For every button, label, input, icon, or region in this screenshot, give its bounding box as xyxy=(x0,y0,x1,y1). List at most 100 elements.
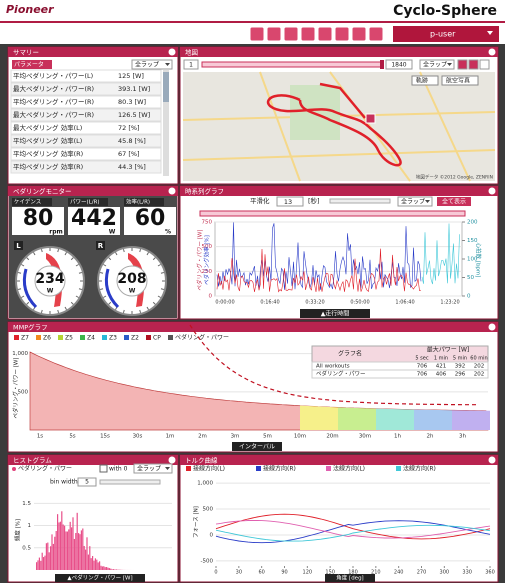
histogram-bar xyxy=(95,558,96,570)
toolbar-button[interactable] xyxy=(284,27,298,41)
legend-label: Z2 xyxy=(131,335,139,342)
metric-label: ケイデンス xyxy=(14,198,41,206)
x-tick-label: 60 xyxy=(258,570,264,576)
y-tick-label: 500 xyxy=(203,507,214,513)
legend-swatch xyxy=(102,335,107,340)
user-name: p-user xyxy=(430,30,456,39)
histogram-bar xyxy=(36,562,37,570)
smoothing-slider[interactable] xyxy=(330,199,390,203)
histogram-bar xyxy=(103,566,104,570)
panel-title: 時系列グラフ xyxy=(185,187,224,196)
y-axis-label: ペダリング効率 [%] xyxy=(203,235,211,285)
histogram-bar xyxy=(43,557,44,570)
histogram-bar xyxy=(60,522,61,570)
slider-track[interactable] xyxy=(202,62,382,67)
panel-close[interactable] xyxy=(489,457,496,464)
toolbar-button[interactable] xyxy=(335,27,349,41)
histogram-bar xyxy=(81,530,82,570)
legend-swatch xyxy=(186,466,191,471)
y-axis-label: ペダリング・パワー [W] xyxy=(196,230,204,291)
y-tick-label: 1.5 xyxy=(22,501,31,507)
histogram-bar xyxy=(84,546,85,570)
start-index: 1 xyxy=(189,62,193,69)
header-rule xyxy=(0,21,505,23)
panel-close[interactable] xyxy=(169,188,176,195)
slider-handle[interactable] xyxy=(380,60,384,69)
legend-swatch xyxy=(256,466,261,471)
summary-value: 126.5 [W] xyxy=(118,111,150,119)
side-badge-text: L xyxy=(16,242,21,250)
zone-band xyxy=(338,407,376,430)
map-button[interactable] xyxy=(458,60,467,69)
table-cell: 706 xyxy=(417,372,428,378)
bin-slider[interactable] xyxy=(100,480,160,484)
histogram-bar xyxy=(68,529,69,570)
toolbar-button[interactable] xyxy=(318,27,332,41)
table-cell: 421 xyxy=(436,364,447,370)
y-tick-label: 750 xyxy=(202,220,213,226)
panel-close[interactable] xyxy=(169,457,176,464)
x-axis-label: ▲ペダリング・パワー [W] xyxy=(67,574,132,582)
scrollbar-thumb[interactable] xyxy=(163,72,169,102)
legend-label: Z4 xyxy=(87,335,95,342)
panel-close[interactable] xyxy=(489,188,496,195)
checkbox-label: with 0 xyxy=(109,466,128,473)
legend-label: Z5 xyxy=(65,335,73,342)
panel-close[interactable] xyxy=(489,324,496,331)
legend-label: 法線方向(L) xyxy=(333,465,365,473)
metric-value: 80 xyxy=(23,206,54,231)
table-cell: 296 xyxy=(455,372,466,378)
product-name: Cyclo-Sphere xyxy=(393,3,497,19)
metric-value: 442 xyxy=(71,206,117,231)
table-header-cell: 最大パワー [W] xyxy=(427,346,470,354)
legend-swatch xyxy=(80,335,85,340)
table-col-label: 5 sec xyxy=(415,356,428,362)
table-col-label: 1 min xyxy=(434,356,448,362)
page: {"header":{"brand":"Pioneer","product":"… xyxy=(0,0,505,583)
zone-band xyxy=(376,409,414,430)
histogram-bar xyxy=(91,558,92,570)
x-tick-label: 300 xyxy=(440,570,450,576)
summary-name: 平均ペダリング 効率(R) xyxy=(13,162,83,171)
summary-name: 平均ペダリング 効率(R) xyxy=(13,149,83,158)
legend-label: Z7 xyxy=(21,335,29,342)
metric-value: 60 xyxy=(135,206,166,231)
checkbox[interactable] xyxy=(100,465,107,472)
legend-label: Z3 xyxy=(109,335,117,342)
map-button[interactable] xyxy=(480,60,489,69)
toolbar-button[interactable] xyxy=(369,27,383,41)
legend-swatch xyxy=(124,335,129,340)
toolbar-button[interactable] xyxy=(301,27,315,41)
toolbar-button[interactable] xyxy=(267,27,281,41)
x-tick-label: 0:00:00 xyxy=(215,300,234,306)
x-tick-label: 2h xyxy=(427,434,434,440)
legend-swatch xyxy=(58,335,63,340)
smoothing-value: 13 xyxy=(284,198,292,206)
x-tick-label: 2m xyxy=(198,434,207,440)
show-all-text: 全て表示 xyxy=(442,198,466,206)
legend-swatch xyxy=(326,466,331,471)
panel-title-bar xyxy=(8,322,498,332)
summary-name: 平均ペダリング・パワー(L) xyxy=(13,71,93,80)
map-button[interactable] xyxy=(469,60,478,69)
y-tick-label: 1 xyxy=(28,523,32,529)
toolbar-button[interactable] xyxy=(352,27,366,41)
range-slider[interactable] xyxy=(200,211,465,216)
metric-unit: W xyxy=(109,229,116,236)
panel-close[interactable] xyxy=(169,49,176,56)
summary-value: 125 [W] xyxy=(118,72,144,80)
x-tick-label: 270 xyxy=(417,570,427,576)
zone-band xyxy=(452,410,490,430)
x-tick-label: 5m xyxy=(263,434,272,440)
y2-tick-label: 200 xyxy=(467,220,478,226)
histogram-bar xyxy=(116,569,117,570)
x-tick-label: 3h xyxy=(459,434,466,440)
histogram-bar xyxy=(107,568,108,570)
panel-close[interactable] xyxy=(489,49,496,56)
toolbar-button[interactable] xyxy=(250,27,264,41)
histogram-bar xyxy=(79,534,80,570)
end-index: 1840 xyxy=(391,62,406,69)
table-cell: 202 xyxy=(474,364,485,370)
legend-swatch xyxy=(36,335,41,340)
bin-label: bin width: xyxy=(50,479,80,486)
